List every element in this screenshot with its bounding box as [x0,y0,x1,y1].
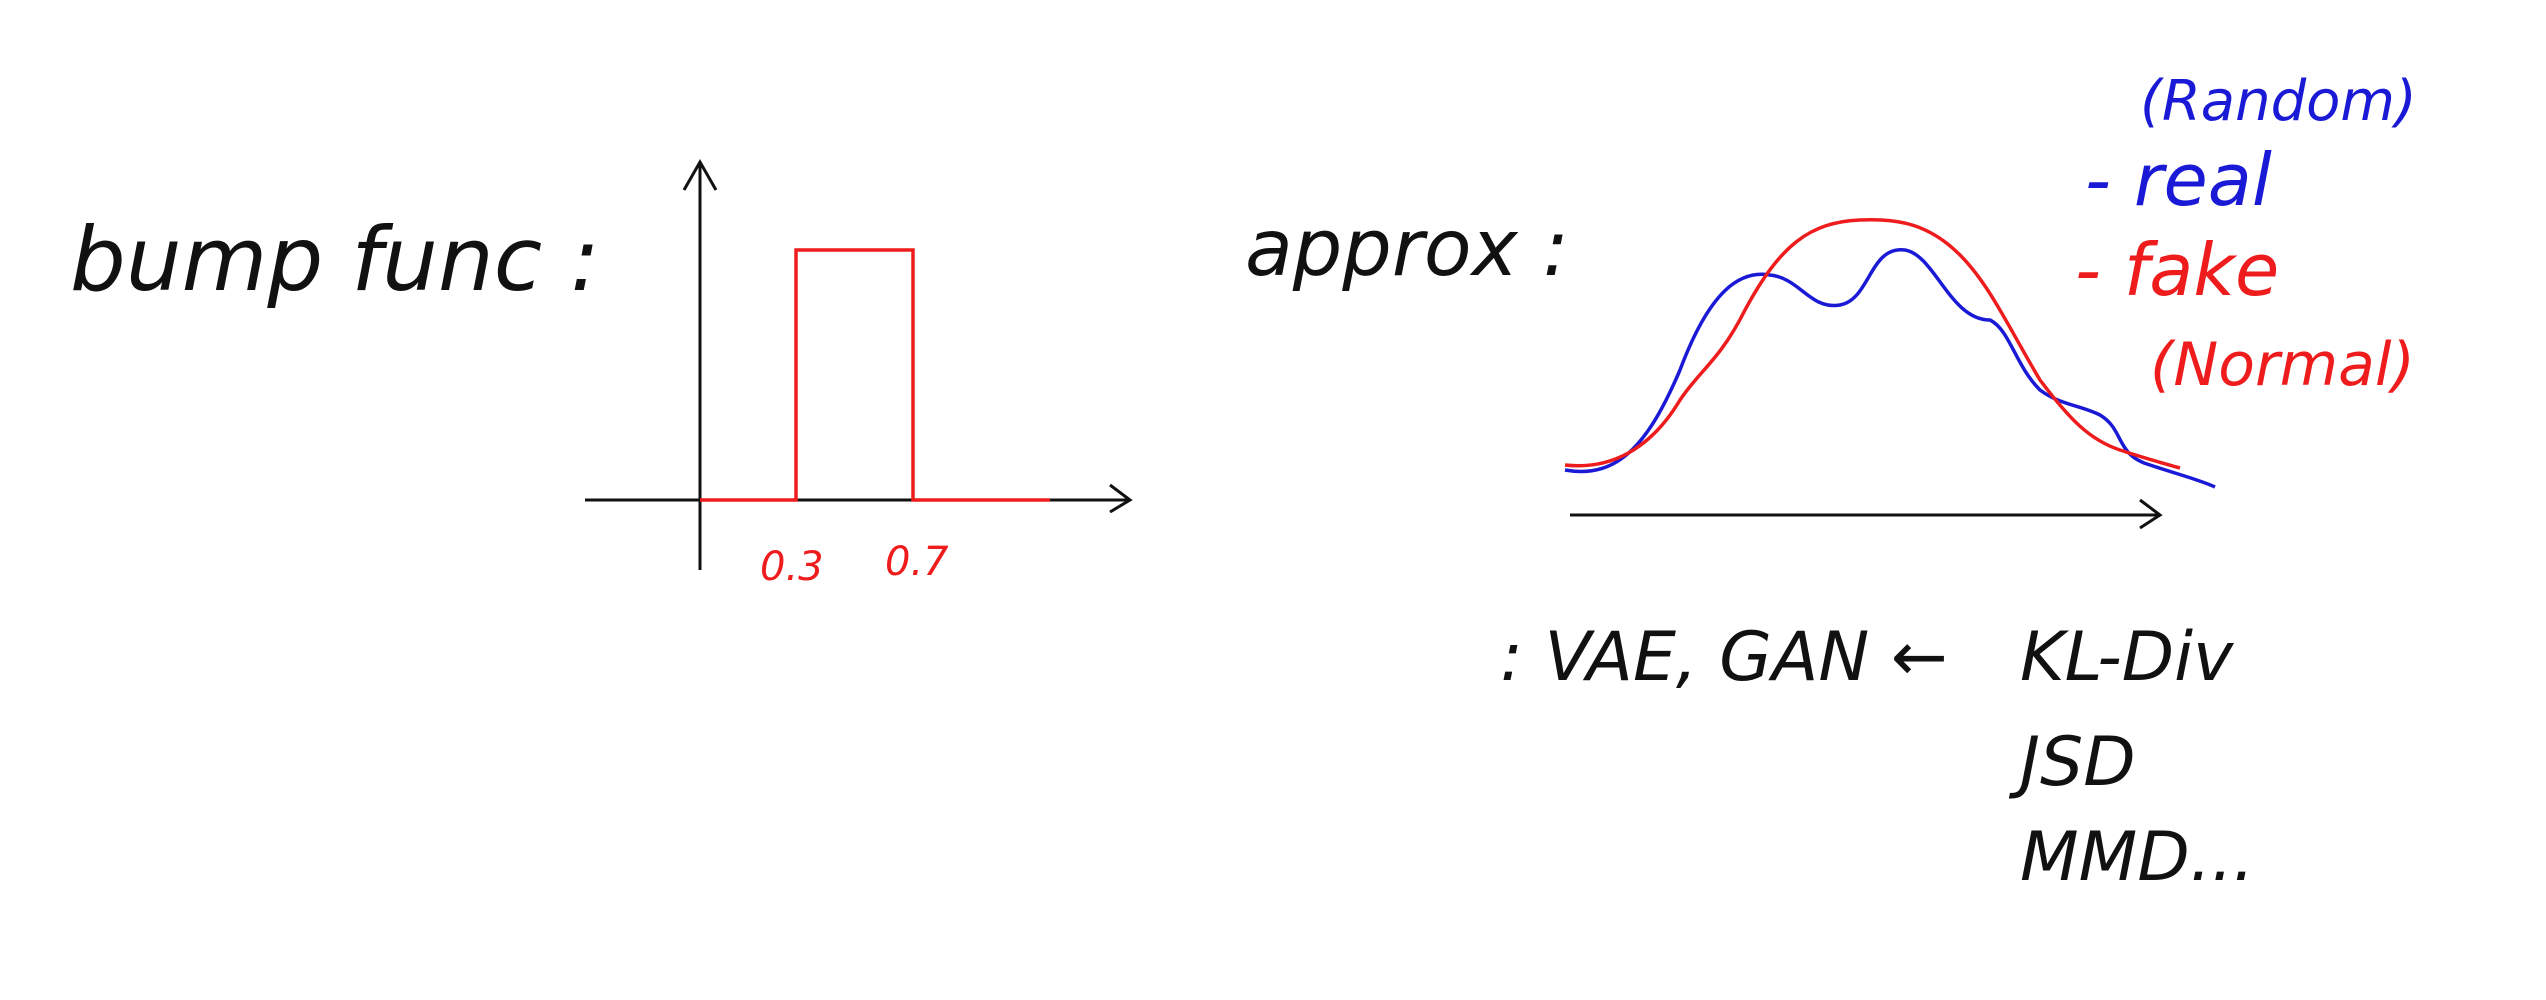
bump-curve [700,248,1050,502]
approx-plot [1564,217,2216,530]
metric-jsd: JSD [2008,723,2136,802]
legend-random: (Random) [2140,69,2417,134]
approx-x-axis-arrow [2139,498,2163,530]
legend-fake: - fake [2075,228,2279,312]
bump-function-plot: 0.3 0.7 [585,158,1133,590]
approx-label: approx : [1245,204,1569,294]
y-axis-arrow [682,158,718,191]
metric-mmd: MMD... [2020,818,2255,897]
metric-kl-div: KL-Div [2020,618,2235,697]
real-curve [1564,248,2216,489]
tick-label-0-7: 0.7 [885,539,949,585]
fake-curve [1564,217,2181,470]
x-axis-arrow [1109,483,1133,514]
bump-func-label: bump func : [70,208,600,311]
tick-label-0-3: 0.3 [760,544,824,590]
legend-normal: (Normal) [2150,330,2415,400]
legend-real: - real [2085,138,2272,222]
models-line: : VAE, GAN ← [1500,618,1948,697]
